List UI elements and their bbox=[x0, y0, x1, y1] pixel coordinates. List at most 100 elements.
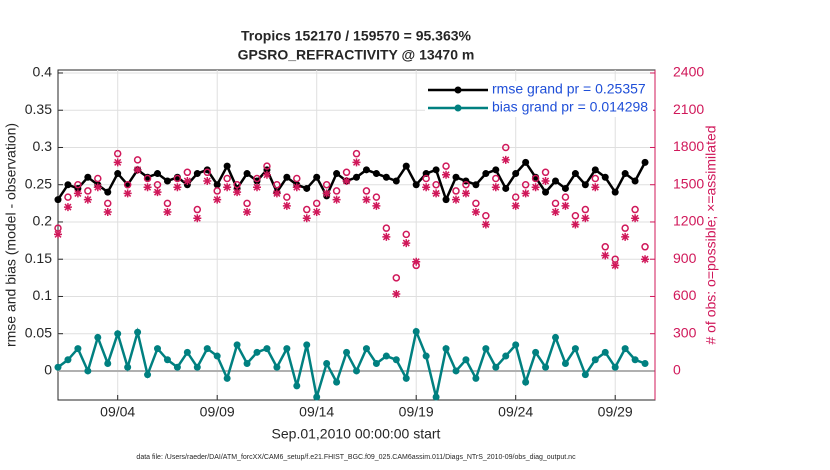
point bbox=[372, 359, 380, 367]
possible-point bbox=[123, 180, 132, 189]
possible-point bbox=[452, 187, 460, 195]
assimilated-point bbox=[461, 189, 470, 198]
x-tick-label: 09/14 bbox=[299, 404, 334, 420]
point bbox=[522, 158, 530, 166]
point bbox=[303, 184, 311, 192]
possible-point bbox=[462, 180, 470, 189]
possible-point bbox=[342, 168, 351, 177]
assimilated-point bbox=[113, 158, 122, 167]
possible-point bbox=[233, 180, 241, 189]
assimilated-point bbox=[173, 183, 182, 192]
y-tick-label: 0.2 bbox=[33, 213, 53, 229]
y2-tick-label: 900 bbox=[673, 250, 697, 266]
point bbox=[114, 170, 122, 178]
point bbox=[343, 348, 351, 356]
point bbox=[522, 378, 530, 386]
legend-label: bias grand pr = 0.014298 bbox=[492, 99, 648, 115]
assimilated-point bbox=[382, 232, 391, 241]
point bbox=[372, 170, 380, 178]
point bbox=[203, 345, 211, 353]
point bbox=[193, 363, 201, 371]
point bbox=[283, 345, 291, 353]
point bbox=[502, 352, 510, 360]
point bbox=[362, 345, 370, 353]
y-tick-label: 0.4 bbox=[33, 64, 53, 80]
assimilated-point bbox=[143, 183, 152, 192]
assimilated-point bbox=[123, 189, 132, 198]
possible-point bbox=[213, 187, 221, 195]
assimilated-point bbox=[511, 201, 520, 210]
chart-title: Tropics 152170 / 159570 = 95.363% bbox=[241, 28, 472, 44]
point bbox=[213, 181, 221, 189]
y-tick-label: 0.3 bbox=[33, 138, 53, 154]
y2-tick-label: 1500 bbox=[673, 175, 704, 191]
possible-point bbox=[382, 224, 391, 232]
point bbox=[442, 196, 450, 204]
possible-point bbox=[74, 180, 82, 189]
point bbox=[601, 348, 609, 356]
y2-tick-label: 2100 bbox=[673, 101, 704, 117]
assimilated-point bbox=[243, 208, 252, 217]
assimilated-point bbox=[561, 201, 570, 210]
x-tick-label: 09/09 bbox=[200, 404, 235, 420]
possible-point bbox=[531, 174, 540, 183]
possible-point bbox=[263, 162, 271, 170]
possible-point bbox=[322, 180, 331, 189]
possible-point bbox=[64, 193, 72, 201]
point bbox=[611, 188, 619, 196]
point bbox=[571, 345, 579, 353]
possible-point bbox=[193, 205, 202, 214]
point bbox=[581, 371, 589, 379]
point bbox=[333, 170, 341, 178]
possible-point bbox=[133, 156, 142, 164]
assimilated-point bbox=[491, 183, 500, 192]
possible-point bbox=[203, 168, 211, 177]
point bbox=[353, 367, 360, 375]
y-tick-label: 0.05 bbox=[25, 324, 52, 340]
possible-point bbox=[94, 174, 102, 183]
point bbox=[472, 181, 480, 189]
point bbox=[591, 166, 599, 174]
possible-point bbox=[472, 199, 480, 208]
point bbox=[54, 363, 62, 371]
point bbox=[313, 393, 321, 401]
point bbox=[104, 188, 112, 196]
x-tick-label: 09/29 bbox=[598, 404, 633, 420]
point bbox=[353, 173, 360, 181]
point bbox=[144, 371, 152, 379]
legend-label: rmse grand pr = 0.25357 bbox=[492, 81, 646, 97]
assimilated-point bbox=[352, 158, 361, 167]
point bbox=[442, 345, 450, 353]
y2-tick-label: 300 bbox=[673, 324, 697, 340]
y2-tick-label: 1200 bbox=[673, 213, 704, 229]
assimilated-point bbox=[63, 203, 72, 212]
possible-point bbox=[312, 199, 321, 208]
point bbox=[64, 356, 72, 364]
series-line bbox=[57, 327, 646, 398]
point bbox=[333, 378, 341, 386]
x-tick-label: 09/19 bbox=[399, 404, 434, 420]
assimilated-point bbox=[73, 189, 82, 198]
point bbox=[402, 374, 410, 382]
point bbox=[482, 170, 490, 178]
y2-axis-label: # of obs: o=possible; ×=assimilated bbox=[703, 125, 719, 344]
assimilated-point bbox=[292, 183, 301, 192]
possible-point bbox=[183, 168, 192, 177]
assimilated-point bbox=[392, 289, 401, 298]
point bbox=[124, 363, 132, 371]
point bbox=[512, 170, 520, 178]
possible-point bbox=[392, 274, 401, 282]
possible-point bbox=[601, 243, 609, 251]
legend-marker bbox=[454, 104, 462, 112]
point bbox=[591, 356, 599, 364]
point bbox=[452, 173, 460, 181]
y2-tick-label: 1800 bbox=[673, 138, 704, 154]
y-tick-label: 0.15 bbox=[25, 250, 52, 266]
point bbox=[293, 382, 301, 390]
point bbox=[183, 348, 191, 356]
assimilated-point bbox=[422, 183, 431, 192]
assimilated-point bbox=[282, 201, 291, 210]
possible-point bbox=[482, 212, 490, 220]
point bbox=[382, 352, 390, 360]
point bbox=[432, 166, 440, 174]
